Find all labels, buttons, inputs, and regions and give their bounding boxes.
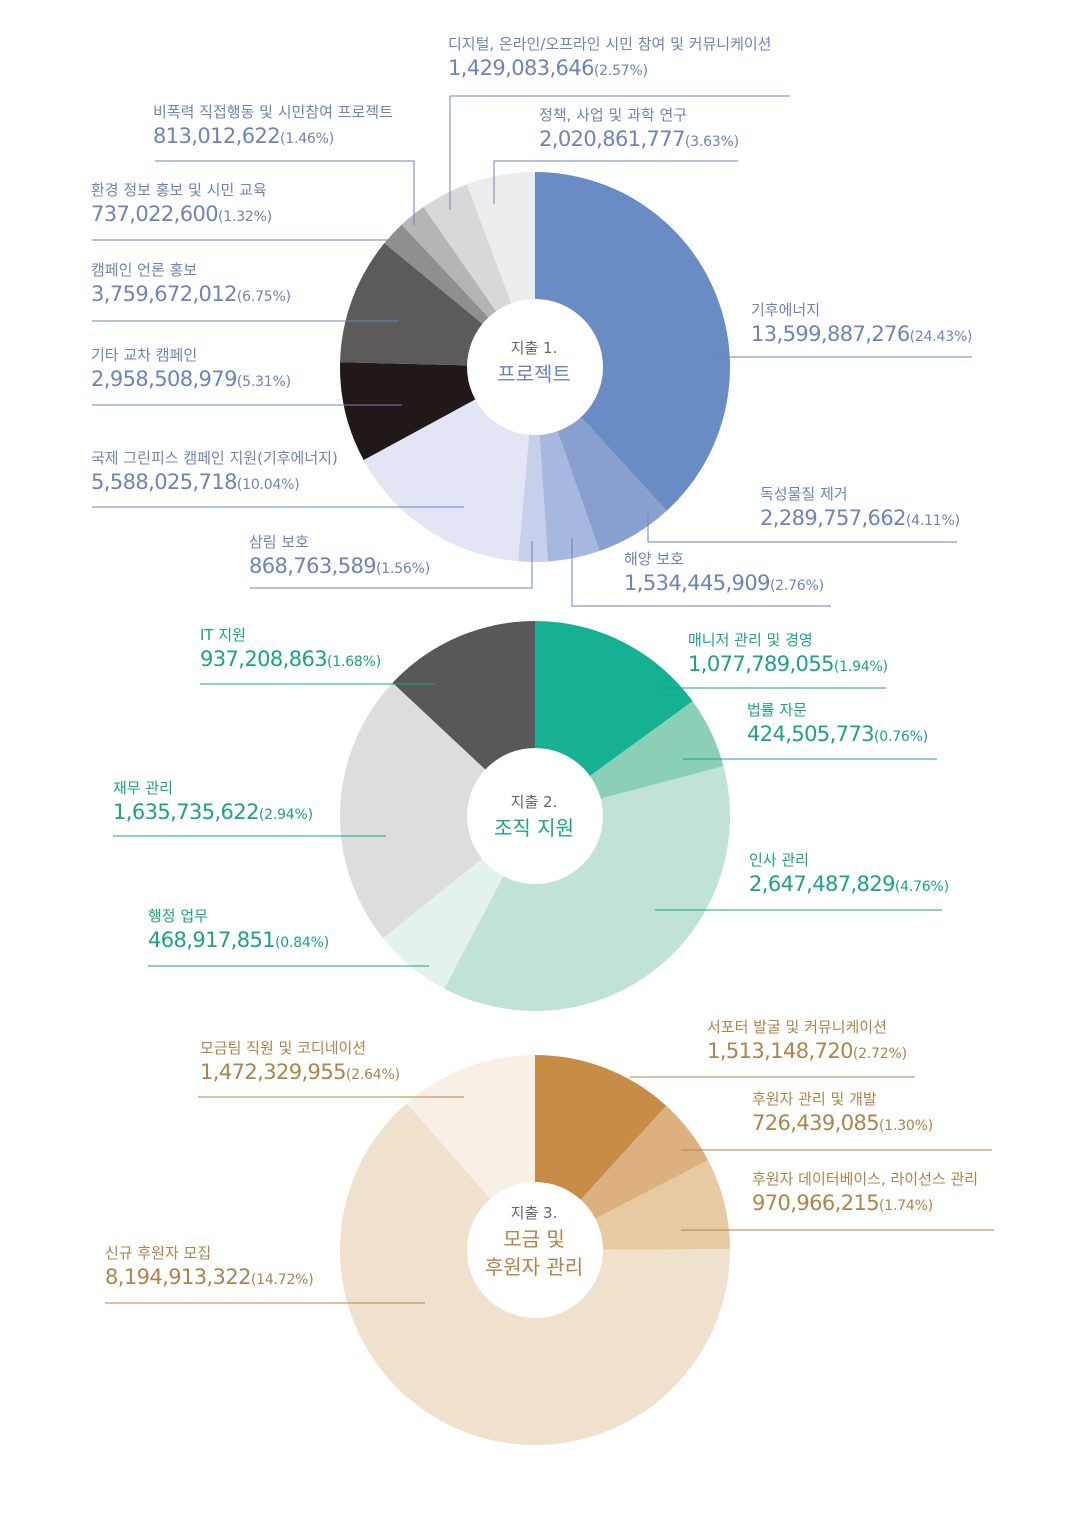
chart1-center-label: 지출 1. 프로젝트	[464, 336, 604, 388]
slice-label-finance: 재무 관리 1,635,735,622(2.94%)	[113, 779, 313, 824]
chart3-title-line1: 모금 및	[503, 1227, 565, 1251]
slice-label-hr: 인사 관리 2,647,487,829(4.76%)	[749, 851, 949, 896]
chart1-slice-0	[535, 172, 730, 511]
slice-label-fundraising-staff: 모금팀 직원 및 코디네이션 1,472,329,955(2.64%)	[200, 1039, 400, 1084]
chart3-center-hole	[467, 1182, 603, 1318]
slice-label-ocean: 해양 보호 1,534,445,909(2.76%)	[624, 550, 824, 595]
chart1-title: 프로젝트	[497, 362, 571, 386]
chart2-slice-2	[444, 766, 730, 1011]
leader-line-9	[250, 541, 533, 589]
slice-label-management: 매니저 관리 및 경영 1,077,789,055(1.94%)	[688, 631, 888, 676]
chart2-subtitle: 지출 2.	[510, 793, 558, 811]
slice-label-cross-campaign: 기타 교차 캠페인 2,958,508,979(5.31%)	[91, 346, 291, 391]
slice-label-direct-action: 비폭력 직접행동 및 시민참여 프로젝트 813,012,622(1.46%)	[153, 103, 393, 148]
leader-line-1	[493, 160, 738, 204]
slice-label-env-education: 환경 정보 홍보 및 시민 교육 737,022,600(1.32%)	[91, 181, 272, 226]
slice-label-forest: 삼림 보호 868,763,589(1.56%)	[249, 533, 430, 578]
chart3-center-label: 지출 3. 모금 및 후원자 관리	[464, 1201, 604, 1281]
slice-label-digital: 디지털, 온라인/오프라인 시민 참여 및 커뮤니케이션 1,429,083,6…	[448, 35, 772, 80]
slice-label-climate-energy: 기후에너지 13,599,887,276(24.43%)	[751, 301, 973, 346]
slice-label-admin: 행정 업무 468,917,851(0.84%)	[148, 907, 329, 952]
leader-line-0	[449, 95, 790, 210]
chart3-title-line2: 후원자 관리	[484, 1255, 584, 1279]
slice-label-intl-support: 국제 그린피스 캠페인 지원(기후에너지) 5,588,025,718(10.0…	[91, 449, 338, 494]
slice-label-legal: 법률 자문 424,505,773(0.76%)	[747, 701, 928, 746]
leader-line-10	[571, 538, 831, 607]
slice-label-media-promo: 캠페인 언론 홍보 3,759,672,012(6.75%)	[91, 261, 291, 306]
chart1-slice-3	[518, 367, 548, 562]
chart1-subtitle: 지출 1.	[510, 339, 558, 357]
leader-line-8	[647, 514, 957, 543]
chart2-center-hole	[467, 748, 603, 884]
leader-line-2	[155, 160, 415, 225]
slice-label-supporter-discovery: 서포터 발굴 및 커뮤니케이션 1,513,148,720(2.72%)	[707, 1018, 907, 1063]
slice-label-new-donors: 신규 후원자 모집 8,194,913,322(14.72%)	[105, 1244, 314, 1289]
slice-label-donor-development: 후원자 관리 및 개발 726,439,085(1.30%)	[752, 1090, 933, 1135]
chart2-slice-4	[339, 682, 535, 939]
chart2-title: 조직 지원	[494, 816, 574, 840]
slice-label-donor-database: 후원자 데이터베이스, 라이선스 관리 970,966,215(1.74%)	[752, 1170, 979, 1215]
slice-label-it-support: IT 지원 937,208,863(1.68%)	[200, 626, 381, 671]
chart3-subtitle: 지출 3.	[510, 1204, 558, 1222]
slice-label-policy-research: 정책, 사업 및 과학 연구 2,020,861,777(3.63%)	[539, 106, 739, 151]
chart1-center-hole	[467, 299, 603, 435]
slice-label-toxics: 독성물질 제거 2,289,757,662(4.11%)	[760, 485, 960, 530]
chart2-center-label: 지출 2. 조직 지원	[464, 790, 604, 842]
